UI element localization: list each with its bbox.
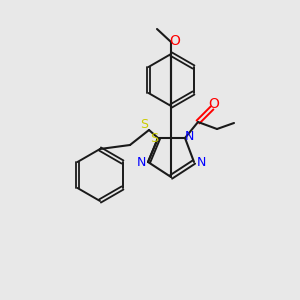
- Text: S: S: [150, 131, 158, 145]
- Text: N: N: [184, 130, 194, 143]
- Text: O: O: [169, 34, 180, 48]
- Text: S: S: [140, 118, 148, 131]
- Text: O: O: [208, 97, 219, 111]
- Text: N: N: [196, 155, 206, 169]
- Text: N: N: [136, 155, 146, 169]
